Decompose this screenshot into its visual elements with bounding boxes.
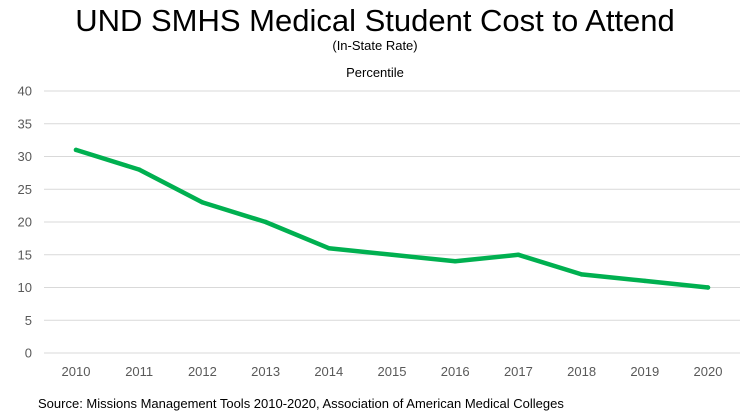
data-point (453, 259, 458, 264)
y-axis-label: Percentile (346, 65, 404, 80)
gridlines (44, 90, 740, 354)
chart-title: UND SMHS Medical Student Cost to Attend (75, 3, 675, 38)
x-tick-label: 2010 (62, 364, 91, 379)
data-point (200, 200, 205, 205)
y-tick-label: 35 (18, 116, 32, 131)
chart-subtitle: (In-State Rate) (332, 38, 418, 53)
y-tick-label: 10 (18, 280, 32, 295)
data-point (389, 252, 395, 257)
x-tick-labels: 2010 2011 2012 2013 2014 2015 2016 2017 2018 2019… (62, 364, 723, 379)
x-tick-label: 2019 (630, 364, 659, 379)
source-note: Source: Missions Management Tools 2010-2… (38, 396, 564, 411)
series-line (73, 147, 711, 290)
y-tick-label: 5 (25, 313, 32, 328)
data-point (579, 272, 584, 277)
y-tick-label: 15 (18, 247, 32, 262)
data-point (263, 219, 268, 225)
y-tick-label: 25 (18, 182, 32, 197)
series-lines (73, 147, 711, 290)
y-tick-label: 0 (25, 346, 32, 361)
data-point (705, 285, 711, 290)
x-tick-label: 2014 (314, 364, 343, 379)
y-tick-labels: 0 5 10 15 20 25 30 35 40 (18, 84, 32, 361)
x-tick-label: 2020 (694, 364, 723, 379)
x-tick-label: 2017 (504, 364, 533, 379)
y-tick-label: 20 (18, 215, 32, 230)
x-tick-label: 2012 (188, 364, 217, 379)
data-point (642, 278, 647, 284)
data-point (73, 147, 79, 153)
x-tick-label: 2016 (441, 364, 470, 379)
x-tick-label: 2015 (378, 364, 407, 379)
data-point (516, 252, 521, 257)
x-tick-label: 2011 (125, 364, 153, 379)
x-tick-label: 2013 (251, 364, 280, 379)
y-tick-label: 30 (18, 149, 32, 164)
data-point (326, 246, 331, 251)
x-tick-label: 2018 (567, 364, 596, 379)
y-tick-label: 40 (18, 84, 32, 99)
data-point (137, 167, 142, 172)
